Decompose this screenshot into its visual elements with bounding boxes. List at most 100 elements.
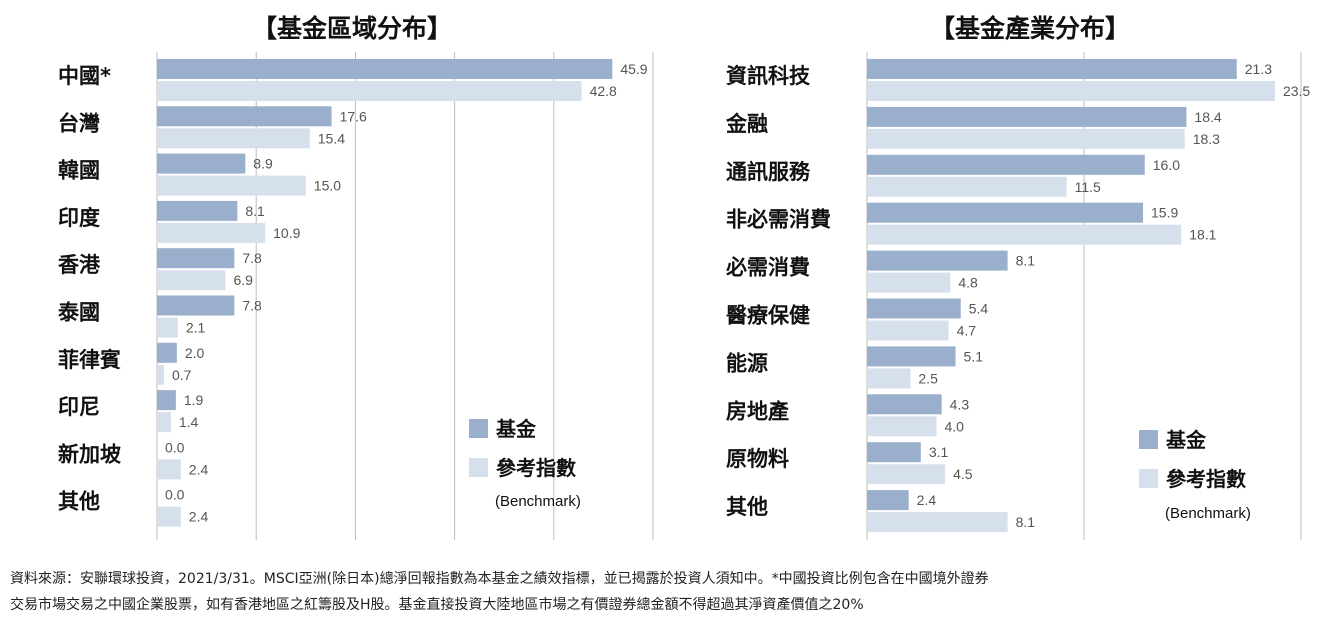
value-label-benchmark: 2.5	[918, 370, 938, 386]
bar-benchmark	[157, 270, 226, 291]
value-label-fund: 2.4	[917, 492, 937, 508]
value-label-benchmark: 2.4	[189, 461, 209, 477]
category-label: 房地產	[726, 399, 789, 423]
bar-benchmark	[867, 512, 1008, 533]
bar-fund	[867, 106, 1187, 127]
value-label-benchmark: 4.8	[958, 275, 978, 291]
bar-fund	[157, 200, 238, 221]
category-label: 其他	[58, 490, 100, 514]
bar-fund	[157, 342, 177, 363]
category-label: 菲律賓	[58, 348, 121, 372]
bar-fund	[867, 59, 1237, 79]
chart-title: 【基金區域分布】	[252, 14, 452, 43]
bar-fund	[867, 202, 1144, 223]
source-note-line-1: 資料來源：安聯環球投資，2021/3/31。MSCI亞洲(除日本)總淨回報指數為…	[10, 571, 989, 587]
legend-label-benchmark-sub: (Benchmark)	[1165, 505, 1251, 522]
value-label-fund: 15.9	[1151, 205, 1178, 221]
value-label-fund: 1.9	[184, 392, 204, 408]
bar-benchmark	[157, 317, 178, 338]
bar-fund	[157, 390, 176, 411]
category-label: 其他	[726, 495, 768, 519]
value-label-benchmark: 15.0	[314, 178, 341, 194]
bar-benchmark	[867, 368, 911, 389]
bar-benchmark	[867, 416, 937, 437]
value-label-fund: 16.0	[1153, 157, 1180, 173]
value-label-benchmark: 8.1	[1016, 514, 1036, 530]
bar-benchmark	[157, 364, 164, 385]
bar-fund	[867, 154, 1145, 175]
value-label-fund: 8.1	[245, 203, 265, 219]
legend-label-fund: 基金	[1166, 428, 1207, 452]
category-label: 能源	[726, 351, 768, 375]
bar-fund	[867, 250, 1008, 271]
bar-fund	[867, 346, 956, 367]
source-note-line-2: 交易市場交易之中國企業股票，如有香港地區之紅籌股及H股。基金直接投資大陸地區市場…	[10, 597, 864, 613]
value-label-fund: 0.0	[165, 487, 185, 503]
value-label-benchmark: 42.8	[590, 83, 617, 99]
bar-benchmark	[157, 222, 266, 243]
bar-fund	[867, 490, 909, 511]
category-label: 印度	[58, 206, 100, 230]
bar-fund	[157, 59, 613, 79]
chart-1: 【基金區域分布】中國* 45.942.8 台灣 17.6 15.4 韓國 8.9 15.0 印度…	[57, 14, 654, 540]
category-label: 通訊服務	[726, 160, 811, 184]
value-label-benchmark: 23.5	[1283, 83, 1310, 99]
value-label-fund: 45.9	[620, 61, 647, 77]
bar-fund	[867, 298, 961, 319]
category-label: 台灣	[58, 111, 100, 135]
value-label-benchmark: 6.9	[233, 272, 253, 288]
value-label-fund: 3.1	[929, 444, 949, 460]
bar-benchmark	[157, 459, 181, 480]
bar-fund	[867, 394, 942, 415]
bar-benchmark	[867, 464, 946, 485]
value-label-fund: 5.1	[964, 348, 984, 364]
category-label: 原物料	[726, 447, 789, 471]
category-label: 印尼	[58, 395, 100, 419]
value-label-benchmark: 18.1	[1189, 227, 1216, 243]
legend-swatch-benchmark	[1139, 469, 1158, 488]
value-label-fund: 18.4	[1194, 109, 1221, 125]
value-label-fund: 17.6	[340, 108, 367, 124]
value-label-benchmark: 10.9	[273, 225, 300, 241]
category-label: 必需消費	[726, 256, 810, 280]
legend-label-benchmark-sub: (Benchmark)	[495, 493, 581, 510]
legend-label-fund: 基金	[496, 417, 537, 441]
bar-benchmark	[157, 175, 306, 196]
chart-title: 【基金產業分布】	[930, 14, 1130, 43]
value-label-benchmark: 2.4	[189, 509, 209, 525]
value-label-fund: 7.8	[242, 298, 262, 314]
legend-label-benchmark: 參考指數	[1166, 467, 1246, 491]
bar-benchmark	[157, 412, 171, 433]
chart-2: 【基金產業分布】資訊科技 21.3 23.5 金融 18.4 18.3 通訊服務 16.0 11…	[725, 14, 1310, 540]
value-label-benchmark: 11.5	[1075, 179, 1101, 195]
value-label-benchmark: 4.7	[957, 323, 977, 339]
bar-benchmark	[867, 176, 1067, 197]
category-label: 香港	[58, 253, 101, 277]
value-label-benchmark: 4.0	[944, 418, 964, 434]
value-label-fund: 5.4	[969, 301, 989, 317]
bar-benchmark	[157, 506, 181, 527]
legend-label-benchmark: 參考指數	[496, 456, 576, 480]
bar-fund	[157, 153, 246, 174]
value-label-benchmark: 4.5	[953, 466, 973, 482]
category-label: 資訊科技	[726, 64, 811, 88]
value-label-fund: 21.3	[1245, 61, 1272, 77]
value-label-fund: 0.0	[165, 439, 185, 455]
bar-benchmark	[867, 81, 1275, 101]
value-label-benchmark: 1.4	[179, 414, 199, 430]
legend-swatch-fund	[469, 419, 488, 438]
value-label-benchmark: 2.1	[186, 320, 206, 336]
value-label-benchmark: 0.7	[172, 367, 192, 383]
category-label: 新加坡	[58, 442, 121, 466]
value-label-fund: 4.3	[950, 396, 970, 412]
value-label-benchmark: 18.3	[1193, 131, 1220, 147]
source-note: 資料來源：安聯環球投資，2021/3/31。MSCI亞洲(除日本)總淨回報指數為…	[10, 566, 1335, 618]
bar-benchmark	[157, 81, 582, 101]
bar-benchmark	[867, 128, 1185, 149]
value-label-fund: 7.8	[242, 250, 262, 266]
category-label: 醫療保健	[726, 304, 810, 328]
bar-benchmark	[867, 320, 949, 341]
value-label-fund: 2.0	[185, 345, 205, 361]
